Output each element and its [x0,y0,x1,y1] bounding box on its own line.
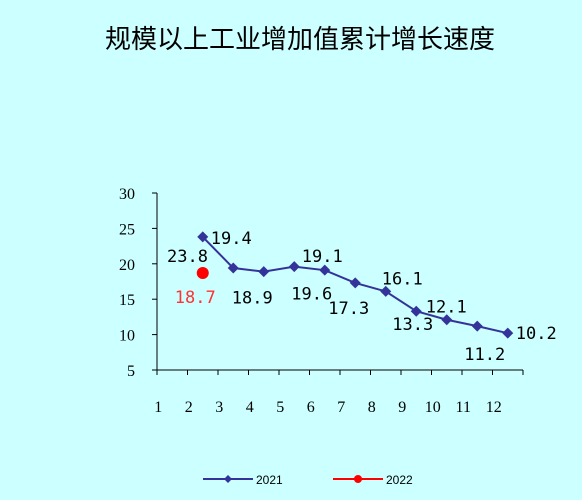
data-label-2021: 16.1 [382,269,423,289]
x-tick-label: 6 [307,399,315,416]
y-tick-label: 30 [119,186,135,203]
data-point-2021 [349,277,361,289]
y-tick-label: 20 [119,257,135,274]
data-point-2021 [502,327,514,339]
plot-area [196,231,514,339]
data-point-2022 [196,267,209,280]
data-label-2021: 19.1 [302,247,343,267]
data-label-2021: 19.6 [291,285,332,305]
x-tick-label: 5 [276,399,284,416]
data-point-2021 [380,285,392,297]
data-label-2021: 11.2 [464,345,505,365]
y-tick-label: 25 [119,221,135,238]
y-tick-label: 15 [119,292,135,309]
chart-title: 规模以上工业增加值累计增长速度 [105,25,495,55]
data-label-2021: 19.4 [211,229,252,249]
data-point-2021 [288,261,300,273]
x-tick-label: 10 [425,399,441,416]
data-point-2021 [197,231,209,243]
data-labels: 19.4 18.9 19.6 19.1 17.3 16.1 13.312.1 11.2 10.2… [167,229,557,365]
legend-label-2022: 2022 [386,473,413,487]
data-label-extra: 23.8 [167,247,208,267]
data-point-2021 [441,314,453,326]
legend-marker-2021 [224,475,232,483]
x-tick-label: 3 [215,399,223,416]
x-tick-label: 2 [185,399,193,416]
data-point-2021 [258,266,270,278]
x-tick-label: 9 [398,399,406,416]
data-point-2021 [227,262,239,274]
data-label-2021: 12.1 [426,298,467,318]
x-tick-label: 12 [486,399,502,416]
data-label-2021: 13.3 [392,315,433,335]
x-tick-label: 1 [154,399,162,416]
x-tick-label: 8 [368,399,376,416]
data-label-2021: 10.2 [516,324,557,344]
y-tick-label: 10 [119,328,135,345]
x-tick-label: 4 [246,399,254,416]
data-label-2021: 17.3 [328,299,369,319]
data-point-2021 [410,305,422,317]
data-point-2021 [319,264,331,276]
x-tick-label: 11 [456,399,471,416]
data-label-2022: 18.7 [175,288,216,308]
legend-marker-2022 [354,475,362,483]
data-point-2021 [471,320,483,332]
legend: 2021 2022 [203,473,413,487]
data-label-2021: 18.9 [232,289,273,309]
y-tick-label: 5 [127,363,135,380]
legend-label-2021: 2021 [256,473,283,487]
x-tick-label: 7 [337,399,345,416]
